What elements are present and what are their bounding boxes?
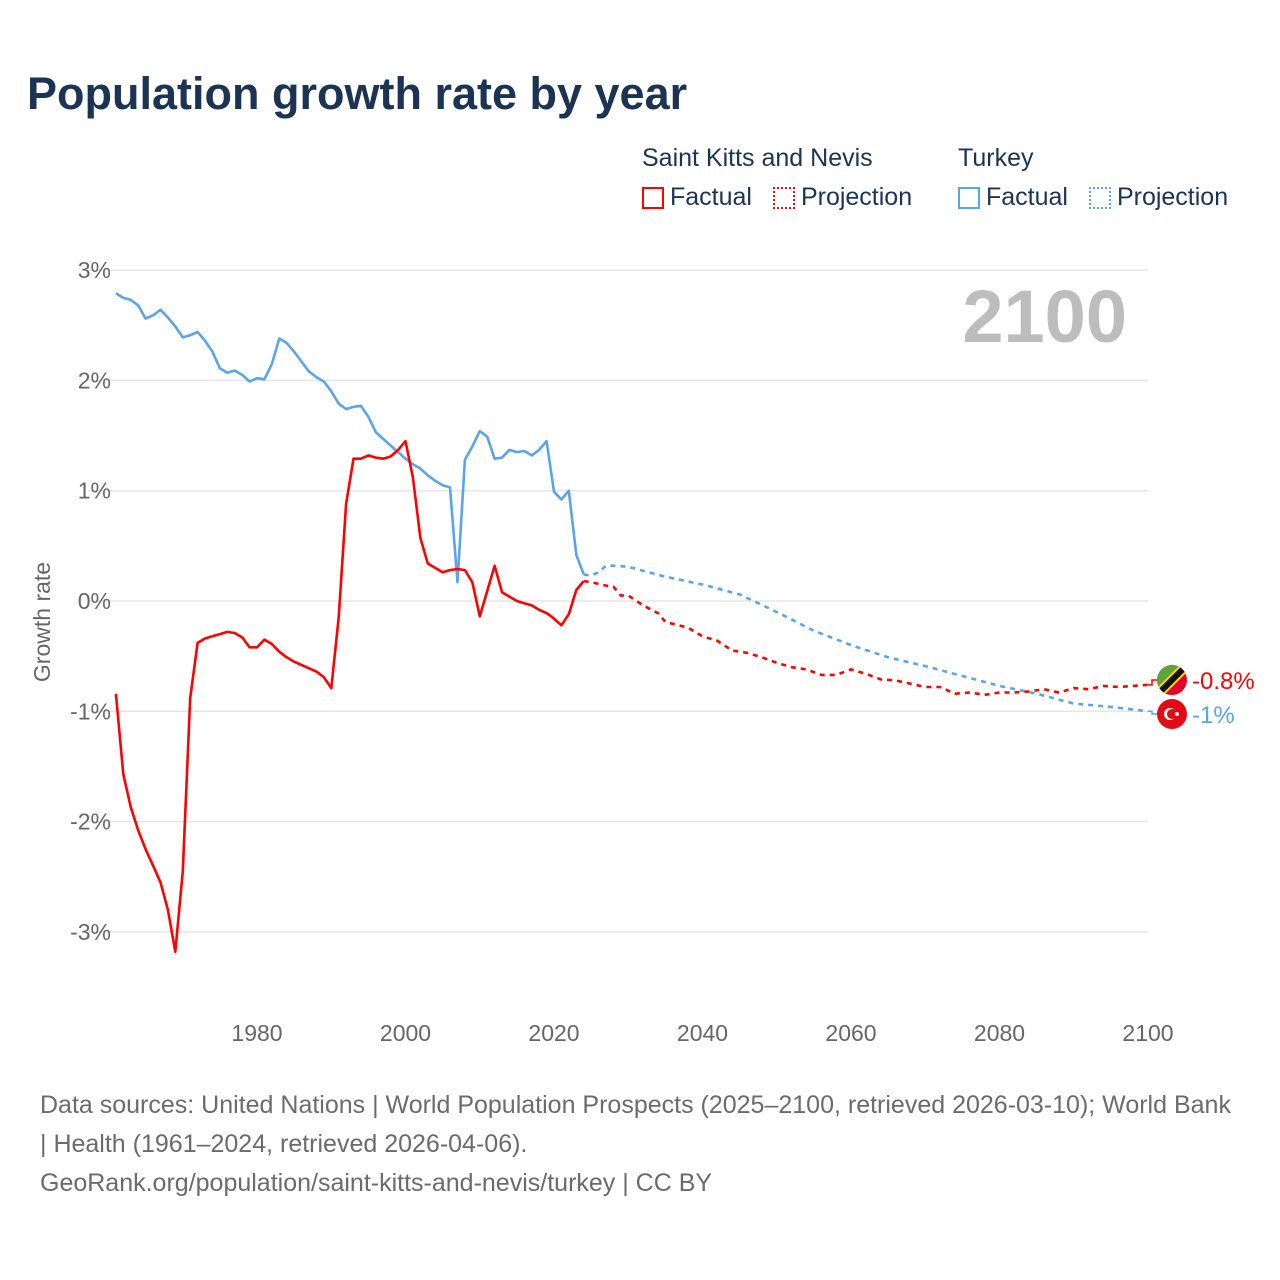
legend-label: Factual <box>670 183 752 211</box>
y-axis-label: Growth rate <box>29 562 55 682</box>
legend-label: Projection <box>800 183 913 211</box>
legend-group-turkey: Turkey Factual Projection <box>958 144 1228 216</box>
end-connector <box>1148 679 1158 686</box>
series-turkey-factual-line <box>115 292 585 584</box>
end-connector <box>1148 710 1158 715</box>
y-tick-label: -2% <box>70 809 111 835</box>
flag-body <box>1157 665 1187 695</box>
end-value-label: -1% <box>1192 702 1235 729</box>
flag-star <box>1175 712 1179 716</box>
series-turkey-projection-line <box>583 564 1149 713</box>
legend-item-projection[interactable]: Projection <box>772 183 913 212</box>
footer: Data sources: United Nations | World Pop… <box>40 1086 1240 1203</box>
x-tick-label: 2000 <box>380 1020 431 1046</box>
saint-kitts-flag-icon <box>1157 665 1187 695</box>
legend-item-projection[interactable]: Projection <box>1088 183 1229 212</box>
legend-item-factual[interactable]: Factual <box>642 183 752 212</box>
legend-group-saint-kitts: Saint Kitts and Nevis Factual Projection <box>642 144 926 216</box>
legend-swatch-solid <box>958 186 980 209</box>
x-tick-label: 2100 <box>1122 1020 1173 1046</box>
end-value-label: -0.8% <box>1192 668 1255 695</box>
source-link[interactable]: GeoRank.org/population/saint-kitts-and-n… <box>40 1169 713 1197</box>
year-watermark: 2100 <box>962 275 1127 358</box>
y-tick-label: -3% <box>70 919 111 945</box>
legend-swatch-dotted <box>772 186 795 209</box>
y-tick-label: -1% <box>70 698 111 724</box>
y-tick-label: 2% <box>78 367 111 393</box>
legend-label: Projection <box>1116 183 1229 211</box>
data-sources: Data sources: United Nations | World Pop… <box>40 1091 1231 1158</box>
y-tick-label: 3% <box>78 257 111 283</box>
y-tick-label: 0% <box>78 588 111 614</box>
x-tick-label: 2060 <box>825 1020 876 1046</box>
x-tick-label: 1980 <box>231 1020 282 1046</box>
x-tick-label: 2020 <box>528 1020 579 1046</box>
legend-item-factual[interactable]: Factual <box>958 183 1068 212</box>
turkey-flag-icon <box>1157 699 1187 729</box>
x-tick-label: 2040 <box>677 1020 728 1046</box>
page-title: Population growth rate by year <box>27 68 688 119</box>
legend-swatch-dotted <box>1088 186 1111 209</box>
legend-label: Factual <box>986 183 1068 211</box>
legend-group-name: Turkey <box>958 144 1034 172</box>
x-tick-label: 2080 <box>974 1020 1025 1046</box>
legend-swatch-solid <box>642 186 664 209</box>
y-tick-label: 1% <box>78 478 111 504</box>
flag-crescent-cut <box>1167 709 1177 719</box>
series-saint-kitts-factual-line <box>114 439 585 954</box>
series-saint-kitts-projection-line <box>583 579 1149 697</box>
legend-group-name: Saint Kitts and Nevis <box>642 144 873 172</box>
